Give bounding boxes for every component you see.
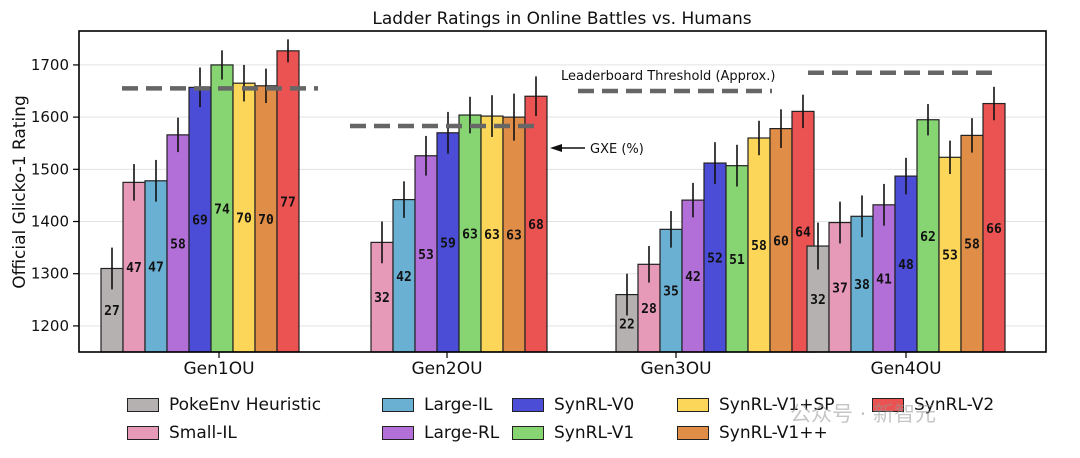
bar-group: 27 47 47 58 69 74 70 70 77 32 42 53 59 63 63 63 68 22 28 35… — [100, 39, 1006, 353]
legend-swatch — [677, 426, 709, 440]
gxe-label: 22 — [619, 317, 635, 332]
threshold-annotation: Leaderboard Threshold (Approx.) — [561, 69, 775, 84]
gxe-label: 28 — [641, 302, 657, 317]
gxe-label: 53 — [942, 249, 958, 264]
legend-swatch — [512, 426, 544, 440]
legend-swatch — [677, 398, 709, 412]
legend-item: SynRL-V1+SP — [677, 395, 834, 415]
legend-swatch — [382, 398, 414, 412]
gxe-label: 58 — [170, 237, 186, 252]
watermark: 公众号 · 新智元 — [790, 402, 937, 426]
gxe-label: 58 — [964, 238, 980, 253]
gxe-label: 38 — [854, 278, 870, 293]
gxe-arrow-head — [550, 144, 562, 152]
gxe-label: 41 — [876, 272, 892, 287]
gxe-label: 69 — [192, 214, 208, 229]
gxe-label: 70 — [258, 213, 274, 228]
gxe-label: 66 — [986, 222, 1002, 237]
y-tick-label: 1400 — [31, 213, 69, 231]
annotations: Leaderboard Threshold (Approx.) GXE (%) — [550, 69, 775, 157]
threshold-lines — [122, 70, 1000, 129]
gxe-label: 58 — [751, 239, 767, 254]
legend-item: Large-IL — [382, 395, 492, 415]
legend-item: SynRL-V1++ — [677, 423, 828, 443]
legend-swatch — [872, 398, 904, 412]
x-tick-label: Gen4OU — [870, 359, 941, 379]
gxe-label: 32 — [374, 291, 390, 306]
legend-item: Small-IL — [127, 423, 237, 443]
gxe-label: 64 — [795, 226, 811, 241]
x-tick-label: Gen3OU — [640, 359, 711, 379]
legend-swatch — [512, 398, 544, 412]
legend-item: Large-RL — [382, 423, 499, 443]
gxe-label: 42 — [396, 270, 412, 285]
legend-label: PokeEnv Heuristic — [169, 395, 322, 415]
legend-item: SynRL-V0 — [512, 395, 634, 415]
legend-label: Large-IL — [424, 395, 493, 415]
gxe-label: 47 — [148, 260, 164, 275]
gxe-label: 62 — [920, 230, 936, 245]
y-axis-label: Official Glicko-1 Rating — [10, 95, 30, 289]
gxe-label: 59 — [440, 236, 456, 251]
gxe-label: 60 — [773, 234, 789, 249]
legend-swatch — [127, 398, 159, 412]
gxe-label: 37 — [832, 281, 848, 296]
gxe-label: 32 — [810, 293, 826, 308]
legend: PokeEnv Heuristic Large-IL SynRL-V0 SynRL-V… — [120, 393, 1080, 453]
legend-item: SynRL-V2 — [872, 395, 994, 415]
legend-swatch — [127, 426, 159, 440]
y-tick-label: 1200 — [31, 317, 69, 335]
x-ticks: Gen1OU Gen2OU Gen3OU Gen4OU — [183, 352, 942, 379]
gxe-label: 52 — [707, 252, 723, 267]
gxe-label: 27 — [104, 304, 120, 319]
gxe-label: 35 — [663, 285, 679, 300]
gxe-label: 63 — [462, 228, 478, 243]
gxe-label: 53 — [418, 248, 434, 263]
y-tick-label: 1500 — [31, 160, 69, 178]
y-tick-label: 1700 — [31, 56, 69, 74]
gxe-label: 63 — [484, 228, 500, 243]
gxe-label: 70 — [236, 212, 252, 227]
y-ticks: 1200 1300 1400 1500 1600 1700 — [31, 56, 79, 335]
legend-label: SynRL-V1++ — [719, 423, 828, 443]
plot-frame — [78, 30, 1047, 353]
y-tick-label: 1300 — [31, 265, 69, 283]
x-tick-label: Gen2OU — [411, 359, 482, 379]
chart: Ladder Ratings in Online Battles vs. Hum… — [10, 9, 1047, 379]
gxe-label: 68 — [528, 218, 544, 233]
gxe-label: 63 — [506, 229, 522, 244]
gxe-label: 77 — [280, 195, 296, 210]
gxe-label: 42 — [685, 270, 701, 285]
legend-label: Small-IL — [169, 423, 237, 443]
legend-label: Large-RL — [424, 423, 500, 443]
legend-label: SynRL-V0 — [554, 395, 635, 415]
gxe-label: 74 — [214, 202, 230, 217]
y-tick-label: 1600 — [31, 108, 69, 126]
gxe-label: 48 — [898, 258, 914, 273]
legend-label: SynRL-V1 — [554, 423, 635, 443]
gxe-label: 47 — [126, 261, 142, 276]
legend-label: SynRL-V1+SP — [719, 395, 835, 415]
chart-title: Ladder Ratings in Online Battles vs. Hum… — [372, 9, 751, 29]
gxe-label: 51 — [729, 253, 745, 268]
legend-item: PokeEnv Heuristic — [127, 395, 321, 415]
x-tick-label: Gen1OU — [183, 359, 254, 379]
gxe-annotation: GXE (%) — [590, 142, 644, 157]
legend-swatch — [382, 426, 414, 440]
legend-label: SynRL-V2 — [914, 395, 995, 415]
legend-item: SynRL-V1 — [512, 423, 634, 443]
